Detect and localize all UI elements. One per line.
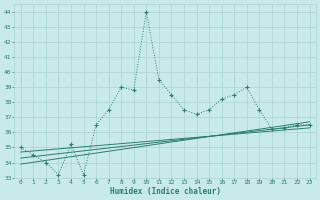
X-axis label: Humidex (Indice chaleur): Humidex (Indice chaleur) xyxy=(110,187,220,196)
